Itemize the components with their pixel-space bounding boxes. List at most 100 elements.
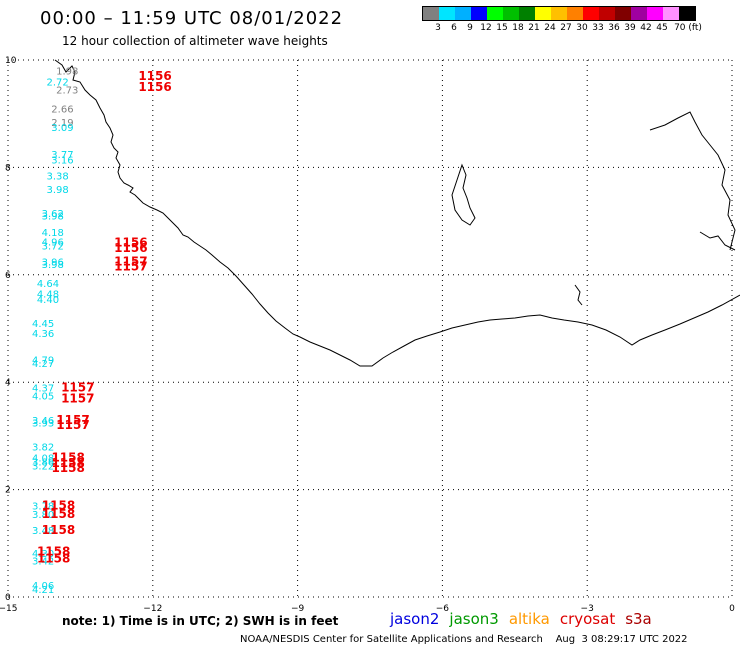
color-legend-label: 36 [608, 23, 620, 33]
wave-height-label: 4.30 [32, 549, 54, 560]
satellite-legend-item: cryosat [559, 610, 616, 628]
map-title: 00:00 – 11:59 UTC 08/01/2022 [40, 8, 344, 29]
color-swatch [567, 7, 583, 20]
coastline [54, 59, 740, 367]
time-labels: 1156115611561156115711571157115711571157… [37, 69, 172, 565]
satellite-legend-item: altika [508, 610, 550, 628]
observation-time-label: 1158 [51, 461, 84, 475]
color-swatch [471, 7, 487, 20]
satellite-legend: jason2 jason3 altika cryosat s3a [390, 610, 652, 628]
color-legend-label: 6 [451, 23, 457, 33]
wave-height-label: 3.78 [32, 502, 54, 513]
wave-height-label: 4.96 [42, 238, 64, 249]
satellite-legend-item: jason3 [449, 610, 499, 628]
observation-time-label: 1158 [42, 523, 75, 537]
wave-height-label: 3.93 [32, 418, 54, 429]
river-outline [649, 111, 736, 251]
wave-height-label: 3.80 [32, 510, 54, 521]
observation-time-label: 1156 [114, 241, 147, 255]
color-legend-label: 24 [544, 23, 556, 33]
wave-height-label: 4.48 [37, 290, 59, 301]
color-swatch [663, 7, 679, 20]
wave-height-label: 3.62 [42, 209, 64, 220]
color-swatch [487, 7, 503, 20]
observation-time-label: 1158 [37, 551, 70, 565]
observation-time-label: 1157 [61, 381, 94, 395]
observation-time-label: 1158 [51, 456, 84, 470]
color-legend-label: 12 [480, 23, 492, 33]
color-legend-label: 27 [560, 23, 572, 33]
wave-height-label: 3.98 [42, 212, 64, 223]
wave-height-label: 1.98 [56, 67, 78, 78]
wave-height-label: 3.42 [32, 556, 54, 567]
color-swatch [503, 7, 519, 20]
color-swatch [599, 7, 615, 20]
wave-height-label: 4.06 [32, 581, 54, 592]
inlet-outline [574, 284, 583, 306]
observation-time-label: 1158 [42, 507, 75, 521]
observation-labels: 1.982.722.73 2.66 2.193.09 3.773.16 3.38 3.98… [32, 67, 78, 596]
wave-height-label: 3.86 [32, 458, 54, 469]
y-tick-label: 2 [5, 486, 11, 496]
y-tick-label: 0 [5, 593, 11, 603]
color-swatch [423, 7, 439, 20]
wave-height-label: 3.16 [51, 155, 73, 166]
wave-height-label: 4.79 [32, 356, 54, 367]
x-tick-label: −6 [436, 604, 450, 614]
x-tick-label: −3 [581, 604, 594, 614]
wave-height-label: 3.98 [46, 185, 68, 196]
color-legend-label: 45 [656, 23, 668, 33]
wave-height-label: 4.40 [37, 295, 59, 306]
wave-height-label: 3.48 [32, 526, 54, 537]
color-legend-label: 15 [496, 23, 508, 33]
x-tick-label: −12 [143, 604, 162, 614]
wave-height-label: 4.45 [32, 319, 54, 330]
river-outline-2 [699, 231, 736, 251]
y-tick-label: 8 [5, 163, 11, 173]
observation-time-label: 1157 [56, 413, 89, 427]
wave-height-label: 3.38 [46, 171, 68, 182]
observation-time-label: 1157 [61, 391, 94, 405]
wave-height-label: 4.64 [37, 279, 59, 290]
color-legend: 3 6 9 12 15 18 21 24 27 30 33 36 39 42 45 70 (ft) [422, 6, 702, 35]
satellite-legend-item: s3a [625, 610, 652, 628]
observation-time-label: 1156 [138, 69, 171, 83]
x-tick-label: −9 [291, 604, 305, 614]
wave-height-label: 4.27 [32, 359, 54, 370]
observation-time-label: 1157 [114, 260, 147, 274]
wave-height-label: 4.18 [42, 228, 64, 239]
wave-height-label: 3.96 [42, 257, 64, 268]
wave-height-label: 4.36 [32, 329, 54, 340]
observation-time-label: 1157 [114, 254, 147, 268]
wave-height-label: 2.19 [51, 118, 73, 129]
wave-height-label: 4.05 [32, 392, 54, 403]
color-legend-label: 3 [435, 23, 441, 33]
axis-tick-labels: −15 −12 −9 −6 −3 0 0 2 4 6 8 10 [0, 56, 735, 614]
color-legend-label: 70 (ft) [674, 23, 702, 33]
color-legend-label: 42 [640, 23, 652, 33]
color-legend-labels: 3 6 9 12 15 18 21 24 27 30 33 36 39 42 45 70 (ft) [422, 21, 702, 35]
wave-height-label: 3.72 [42, 241, 64, 252]
wave-height-label: 4.21 [32, 585, 54, 596]
wave-height-label: 3.82 [32, 443, 54, 454]
color-swatch [583, 7, 599, 20]
lake-outline [451, 163, 476, 226]
observation-time-label: 1158 [51, 450, 84, 464]
note-text: note: 1) Time is in UTC; 2) SWH is in fe… [62, 614, 339, 628]
observation-time-label: 1156 [114, 236, 147, 250]
wave-height-label: 2.72 [46, 77, 68, 88]
color-legend-label: 33 [592, 23, 604, 33]
wave-height-label: 2.73 [56, 86, 78, 97]
wave-height-label: 3.46 [32, 416, 54, 427]
color-legend-label: 39 [624, 23, 636, 33]
color-swatch [631, 7, 647, 20]
y-tick-label: 10 [5, 56, 17, 66]
wave-height-label: 3.98 [42, 260, 64, 271]
wave-height-label: 3.77 [51, 150, 73, 161]
observation-time-label: 1158 [42, 499, 75, 513]
color-swatch [439, 7, 455, 20]
color-swatch [647, 7, 663, 20]
y-tick-label: 6 [5, 271, 11, 281]
color-legend-label: 9 [467, 23, 473, 33]
footer-credit: NOAA/NESDIS Center for Satellite Applica… [240, 634, 688, 645]
